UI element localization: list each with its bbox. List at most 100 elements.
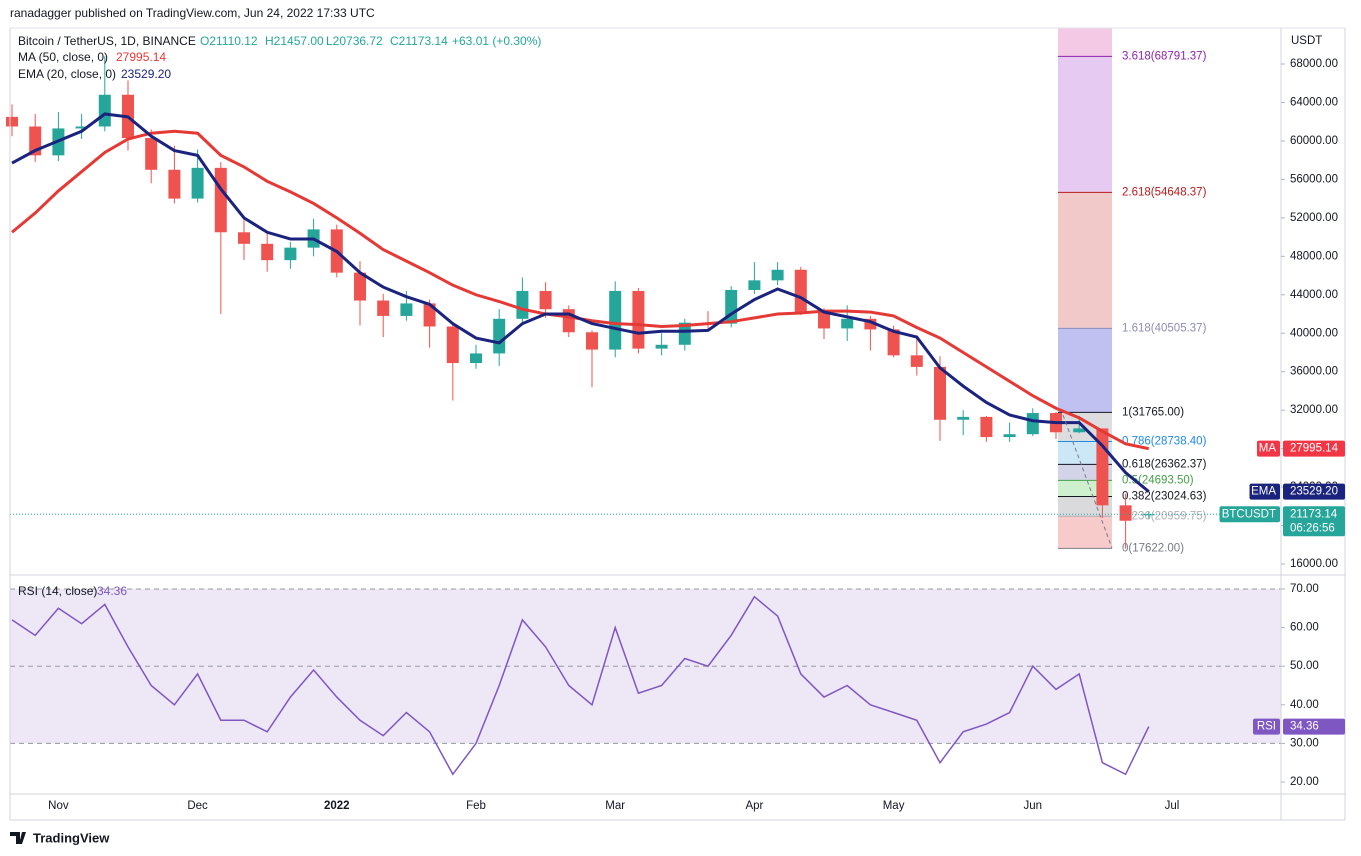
y-tick-label: 60.00 (1290, 622, 1319, 634)
candle-body (678, 322, 691, 345)
tag-name: MA (1259, 443, 1277, 455)
candle-body (841, 318, 854, 329)
fib-label: 1(31765.00) (1122, 406, 1184, 418)
fib-band (1058, 192, 1112, 329)
fib-band (1058, 28, 1112, 57)
candle-body (470, 353, 482, 364)
tag-value-box (1283, 718, 1345, 735)
y-tick-label: 36000.00 (1290, 366, 1338, 378)
fib-label: 0.236(20959.75) (1122, 510, 1207, 522)
fib-label: 0.382(23024.63) (1122, 490, 1207, 502)
candle-body (655, 344, 668, 349)
brand: TradingView (33, 830, 110, 845)
candle-body (794, 269, 807, 313)
tag-value: 21173.14 (1290, 508, 1338, 520)
x-tick-label: Feb (466, 800, 486, 812)
ohlc-close: C21173.14 (390, 34, 448, 48)
symbol: Bitcoin / TetherUS, 1D, BINANCE (18, 34, 196, 48)
x-tick-label: Jun (1024, 800, 1043, 812)
candle-body (354, 272, 366, 301)
candle-body (423, 303, 436, 327)
candle-body (748, 280, 761, 290)
ohlc-open: O21110.12 (200, 34, 258, 48)
currency: USDT (1291, 35, 1322, 47)
tag-value-box (1283, 506, 1345, 537)
ema-legend: EMA (20, close, 0) (18, 67, 116, 81)
tag-name-box (1253, 718, 1280, 735)
rsi-line (11, 595, 1150, 776)
fib-label: 0.618(26362.37) (1122, 458, 1207, 470)
fib-label: 3.618(68791.37) (1122, 50, 1207, 62)
ma-legend-value: 27995.14 (116, 50, 166, 64)
ema-legend-value: 23529.20 (121, 67, 171, 81)
y-tick-label: 52000.00 (1290, 212, 1338, 224)
x-tick-label: May (883, 800, 905, 812)
candle-body (75, 126, 88, 129)
candle-body (771, 269, 784, 281)
y-tick-label: 40000.00 (1290, 327, 1338, 339)
candle-body (632, 290, 645, 349)
y-tick-label: 56000.00 (1290, 173, 1338, 185)
y-tick-label: 20.00 (1290, 776, 1319, 788)
candle-body (191, 167, 204, 199)
y-tick-label: 50.00 (1290, 660, 1319, 672)
y-tick-label: 16000.00 (1290, 558, 1338, 570)
candle-body (145, 138, 158, 170)
candle-body (493, 318, 506, 354)
x-tick-label: Jul (1165, 800, 1180, 812)
tag-name: BTCUSDT (1222, 508, 1276, 520)
candle-body (1119, 505, 1132, 521)
candle-body (284, 247, 297, 261)
ohlc-low: L20736.72 (326, 34, 383, 48)
x-tick-label: Dec (187, 800, 208, 812)
candle-body (1026, 413, 1039, 435)
candle-body (1003, 434, 1016, 438)
y-tick-label: 70.00 (1290, 583, 1319, 595)
tag-value: 34.36 (1290, 721, 1319, 733)
y-tick-label: 48000.00 (1290, 250, 1338, 262)
fib-label: 0(17622.00) (1122, 542, 1184, 554)
fib-band (1058, 328, 1112, 413)
candle-body (887, 329, 900, 356)
candle-body (980, 416, 993, 438)
tag-name: RSI (1257, 721, 1276, 733)
tag-value-box (1283, 440, 1345, 457)
candle-body (214, 167, 227, 233)
y-tick-label: 30.00 (1290, 737, 1319, 749)
y-tick-label: 64000.00 (1290, 96, 1338, 108)
ohlc-high: H21457.00 (265, 34, 324, 48)
tag-value-box (1283, 483, 1345, 500)
tag-name-box (1219, 506, 1280, 523)
rsi-legend: RSI (14, close) (18, 584, 97, 598)
tag-value: 23529.20 (1290, 486, 1338, 498)
candle-body (586, 332, 598, 350)
fib-band (1058, 56, 1112, 193)
candle-body (400, 303, 413, 316)
fib-label: 1.618(40505.37) (1122, 322, 1207, 334)
x-tick-label: Apr (745, 800, 763, 812)
candle-body (168, 169, 181, 199)
fib-label: 0.786(28738.40) (1122, 436, 1207, 448)
y-tick-label: 68000.00 (1290, 58, 1338, 70)
change: +63.01 (+0.30%) (452, 34, 541, 48)
candle-body (377, 300, 390, 316)
plot-layer: 0(17622.00) 0.236(20959.75) 0.382(23024.63… (6, 28, 1281, 776)
tag-name-box (1257, 440, 1280, 457)
candle-body (818, 312, 830, 329)
candle-body (864, 318, 877, 330)
indicator-line (11, 112, 1150, 493)
candle-body (910, 355, 923, 367)
tag-name-box (1249, 483, 1280, 500)
candle-body (446, 326, 459, 364)
candle-body (516, 290, 529, 319)
candle-body (98, 94, 111, 127)
y-tick-label: 44000.00 (1290, 289, 1338, 301)
candle-body (934, 366, 946, 420)
candle-body (6, 116, 18, 127)
candle-body (238, 232, 250, 244)
publisher: ranadagger published on TradingView.com,… (10, 6, 375, 20)
tag-countdown: 06:26:56 (1290, 522, 1335, 534)
y-tick-label: 40.00 (1290, 699, 1319, 711)
candle-body (957, 416, 970, 420)
